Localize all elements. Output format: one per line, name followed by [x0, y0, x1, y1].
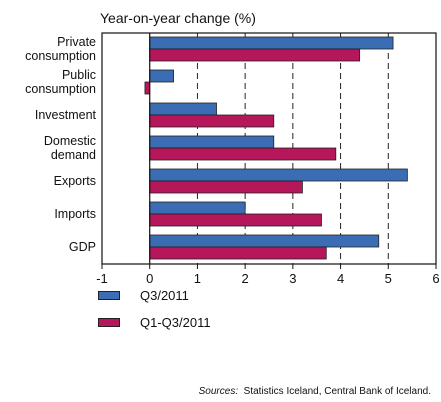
bar-q3-0: [149, 36, 394, 50]
bar-q1-q3-2: [149, 114, 275, 128]
bar-q1-q3-0: [149, 48, 361, 62]
x-tick-label: 4: [337, 271, 344, 286]
plot-frame: [101, 32, 437, 265]
legend-swatch-q3: [98, 290, 120, 300]
bar-q1-q3-4: [149, 180, 303, 194]
bar-q3-5: [149, 201, 246, 215]
bar-q3-4: [149, 168, 408, 182]
category-label: Domestic demand: [43, 134, 96, 162]
x-tick-label: 2: [242, 271, 249, 286]
category-label: Imports: [54, 207, 96, 221]
category-label: Investment: [34, 108, 96, 122]
x-tick-label: 0: [146, 271, 153, 286]
bar-q3-6: [149, 234, 380, 248]
source-text: Statistics Iceland, Central Bank of Icel…: [243, 386, 431, 397]
x-tick-label: 1: [194, 271, 201, 286]
legend-item-q3: Q3/2011: [98, 287, 189, 303]
chart-title: Year-on-year change (%): [100, 10, 256, 26]
bar-q1-q3-5: [149, 213, 322, 227]
category-label: Private consumption: [25, 35, 96, 63]
x-tick-label: -1: [96, 271, 108, 286]
x-tick-label: 6: [432, 271, 439, 286]
legend-item-q1-q3: Q1-Q3/2011: [98, 314, 211, 330]
source-note: Sources: Statistics Iceland, Central Ban…: [199, 386, 431, 397]
bar-q3-3: [149, 135, 275, 149]
source-label: Sources:: [198, 386, 239, 397]
category-label: Exports: [53, 174, 96, 188]
category-label: GDP: [68, 240, 96, 254]
bar-q3-2: [149, 102, 217, 116]
legend-label-q1-q3: Q1-Q3/2011: [140, 314, 211, 330]
bar-q1-q3-6: [149, 246, 327, 260]
bar-q1-q3-3: [149, 147, 337, 161]
x-tick-label: 5: [385, 271, 392, 286]
category-label: Public consumption: [25, 68, 96, 96]
bar-q1-q3-1: [144, 81, 151, 95]
bar-q3-1: [149, 69, 174, 83]
x-tick-label: 3: [289, 271, 296, 286]
legend-label-q3: Q3/2011: [140, 287, 189, 303]
legend-swatch-q1-q3: [98, 317, 120, 327]
